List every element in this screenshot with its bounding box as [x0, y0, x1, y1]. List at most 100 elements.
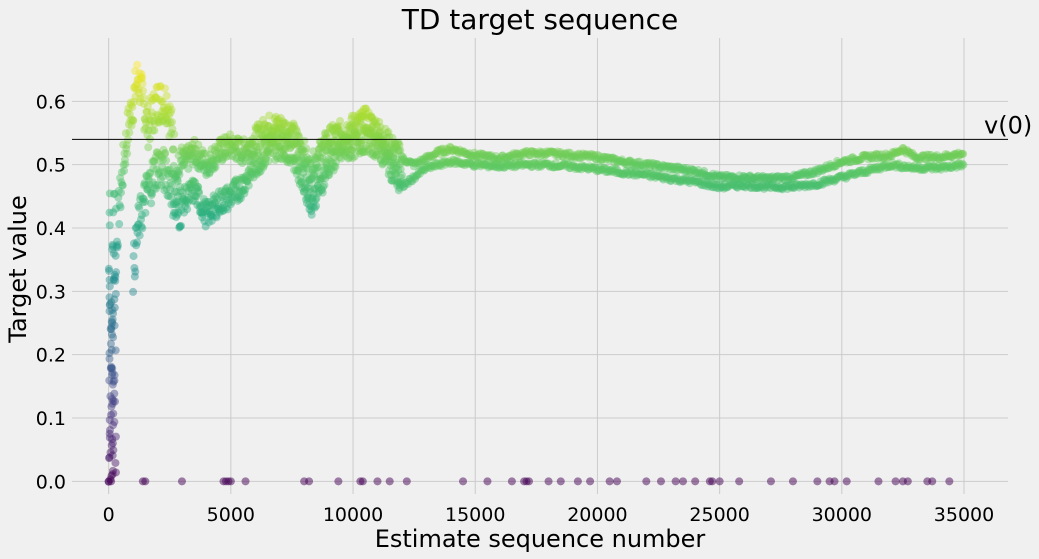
data-point — [908, 148, 917, 157]
data-point — [701, 181, 710, 190]
data-point — [926, 162, 935, 171]
data-point — [332, 123, 341, 132]
data-point — [527, 163, 536, 172]
data-point — [297, 177, 306, 186]
data-point — [709, 183, 718, 192]
data-point — [914, 153, 923, 162]
data-point — [285, 127, 294, 136]
data-point — [231, 147, 240, 156]
data-point — [275, 142, 284, 151]
data-point — [342, 130, 351, 139]
data-point — [507, 153, 516, 162]
data-point — [583, 150, 592, 159]
data-point — [317, 185, 326, 194]
data-point — [277, 123, 286, 132]
data-point — [816, 177, 825, 186]
data-point — [437, 145, 446, 154]
data-point — [349, 129, 358, 138]
data-point — [943, 150, 952, 159]
data-point — [346, 145, 355, 154]
data-point — [385, 166, 394, 175]
data-point — [759, 173, 768, 182]
data-point — [177, 162, 186, 171]
data-point — [216, 150, 225, 159]
data-point — [242, 153, 251, 162]
data-point — [319, 182, 328, 191]
data-point — [241, 156, 250, 165]
data-point — [244, 142, 253, 151]
data-point — [462, 150, 471, 159]
data-point — [521, 149, 530, 158]
data-point — [264, 156, 273, 165]
data-point — [114, 193, 123, 202]
data-point — [785, 181, 794, 190]
data-point — [784, 182, 793, 191]
data-point — [283, 158, 292, 167]
data-point — [338, 146, 347, 155]
data-point — [317, 186, 326, 195]
data-point — [124, 120, 133, 129]
data-point — [558, 152, 567, 161]
data-point — [280, 119, 289, 128]
data-point — [311, 184, 320, 193]
data-point — [881, 163, 890, 172]
data-point — [266, 139, 275, 148]
data-point — [831, 162, 840, 171]
data-point — [667, 162, 676, 171]
data-point — [886, 163, 895, 172]
data-point — [490, 160, 499, 169]
data-point — [113, 237, 122, 246]
data-point — [156, 82, 165, 91]
data-point — [683, 176, 692, 185]
data-point — [573, 477, 582, 486]
data-point — [265, 144, 274, 153]
data-point — [770, 174, 779, 183]
data-point — [109, 421, 118, 430]
data-point — [213, 143, 222, 152]
data-point — [243, 149, 252, 158]
data-point — [263, 146, 272, 155]
data-point — [273, 154, 282, 163]
data-point — [349, 131, 358, 140]
data-point — [163, 191, 172, 200]
data-point — [544, 477, 553, 486]
data-point — [305, 185, 314, 194]
data-point — [957, 162, 966, 171]
data-point — [809, 179, 818, 188]
data-point — [627, 167, 636, 176]
data-point — [553, 147, 562, 156]
data-point — [108, 242, 117, 251]
data-point — [165, 165, 174, 174]
data-point — [650, 161, 659, 170]
data-point — [258, 131, 267, 140]
data-point — [305, 175, 314, 184]
data-point — [204, 218, 213, 227]
data-point — [297, 178, 306, 187]
data-point — [353, 129, 362, 138]
data-point — [138, 86, 147, 95]
data-point — [345, 141, 354, 150]
data-point — [881, 149, 890, 158]
data-point — [959, 149, 968, 158]
data-point — [246, 167, 255, 176]
data-point — [716, 171, 725, 180]
data-point — [225, 195, 234, 204]
data-point — [327, 138, 336, 147]
data-point — [135, 98, 144, 107]
data-point — [674, 177, 683, 186]
data-point — [406, 157, 415, 166]
data-point — [310, 164, 319, 173]
data-point — [809, 170, 818, 179]
data-point — [381, 140, 390, 149]
data-point — [258, 159, 267, 168]
data-point — [271, 146, 280, 155]
data-point — [674, 162, 683, 171]
data-point — [630, 158, 639, 167]
data-point — [125, 109, 134, 118]
data-point — [251, 164, 260, 173]
data-point — [183, 198, 192, 207]
data-point — [743, 180, 752, 189]
data-point — [546, 161, 555, 170]
data-point — [170, 208, 179, 217]
data-point — [580, 163, 589, 172]
